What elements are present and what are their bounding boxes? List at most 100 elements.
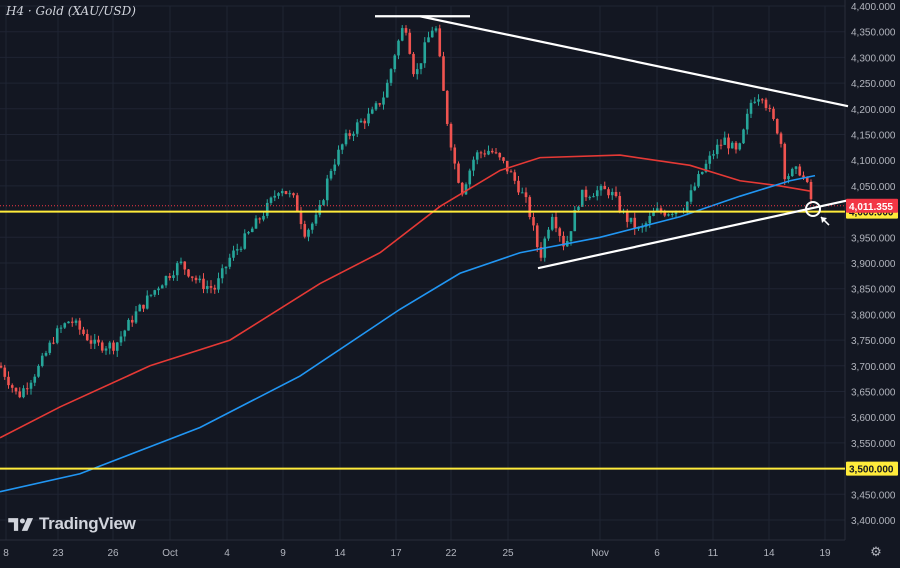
candle-body (97, 339, 100, 343)
x-tick-label: 19 (819, 548, 831, 559)
candle-body (93, 339, 97, 344)
candle-body (577, 206, 580, 210)
candle-body (640, 226, 644, 228)
candle-body (715, 144, 719, 155)
candle-body (179, 261, 183, 264)
candle-body (487, 150, 490, 155)
candle-body (157, 288, 160, 291)
candle-body (277, 193, 280, 196)
candle-body (378, 103, 382, 105)
candle-body (745, 113, 749, 130)
y-tick-label: 3,900.000 (851, 259, 896, 270)
candle-body (89, 340, 93, 344)
candle-body (228, 257, 232, 267)
gear-icon[interactable]: ⚙ (870, 544, 882, 559)
candle-body (190, 276, 194, 278)
candle-body (104, 348, 108, 351)
candle-body (397, 40, 400, 56)
candle-body (700, 171, 704, 175)
candle-body (367, 113, 370, 124)
candle-body (303, 224, 307, 237)
trendline-upper-descending (419, 15, 849, 108)
x-tick-label: 26 (107, 548, 119, 559)
annotation-arrowhead (821, 217, 827, 224)
candle-body (145, 295, 149, 309)
candle-body (453, 147, 457, 164)
candle-body (760, 99, 764, 101)
candle-body (254, 218, 258, 229)
candle-body (708, 155, 712, 164)
x-tick-label: 11 (708, 548, 719, 559)
candle-body (265, 202, 269, 216)
candle-body (374, 103, 378, 110)
y-tick-label: 4,250.000 (851, 79, 896, 90)
candle-body (40, 355, 44, 366)
candle-body (659, 208, 663, 212)
candle-body (337, 149, 340, 165)
brand-label: TradingView (39, 514, 136, 533)
candle-body (419, 63, 423, 70)
candle-body (359, 120, 363, 123)
candle-body (449, 123, 453, 148)
y-tick-label: 3,600.000 (851, 413, 896, 424)
candle-body (307, 229, 310, 237)
candle-body (442, 56, 445, 91)
candle-body (310, 223, 314, 230)
candle-body (164, 275, 168, 286)
candle-body (689, 190, 693, 202)
candle-body (183, 261, 187, 270)
candle-body (172, 275, 175, 278)
candle-body (509, 171, 513, 173)
candle-body (187, 269, 190, 277)
candle-body (142, 304, 145, 309)
candle-body (438, 28, 442, 57)
candle-body (288, 193, 292, 195)
candle-body (115, 342, 119, 351)
candle-body (412, 53, 415, 75)
candle-body (322, 200, 325, 205)
x-tick-label: 6 (654, 548, 660, 559)
candle-body (618, 196, 622, 212)
candle-body (112, 342, 115, 351)
candle-body (532, 217, 535, 226)
candle-body (483, 153, 487, 155)
y-tick-label: 3,800.000 (851, 310, 896, 321)
candle-body (472, 159, 475, 171)
candle-body (685, 201, 689, 212)
candle-body (427, 37, 430, 43)
candle-body (18, 391, 22, 398)
candle-body (547, 229, 550, 239)
candle-body (37, 365, 40, 377)
candle-body (67, 321, 70, 324)
candle-body (693, 186, 697, 191)
candle-body (273, 195, 277, 198)
candle-body (269, 197, 273, 203)
candle-body (704, 163, 708, 172)
candle-body (340, 144, 344, 150)
candle-body (779, 133, 783, 144)
candle-body (29, 382, 33, 389)
candle-body (423, 42, 427, 64)
candle-body (247, 232, 250, 234)
candle-body (460, 182, 464, 195)
candle-body (787, 176, 790, 180)
candle-body (573, 209, 577, 232)
candle-body (614, 191, 618, 197)
candle-body (389, 69, 393, 83)
moving-average-line-1 (0, 154, 811, 439)
candle-body (550, 216, 554, 230)
candle-body (314, 214, 318, 224)
candle-body (344, 133, 348, 145)
candle-body (70, 321, 74, 323)
candle-body (599, 185, 603, 191)
candle-body (430, 30, 434, 38)
y-tick-label: 4,350.000 (851, 28, 896, 39)
candle-body (535, 225, 539, 248)
x-tick-label: 4 (224, 548, 230, 559)
candle-body (415, 69, 419, 75)
y-tick-label: 4,400.000 (851, 2, 896, 13)
candle-body (625, 210, 629, 222)
candle-body (250, 228, 254, 233)
